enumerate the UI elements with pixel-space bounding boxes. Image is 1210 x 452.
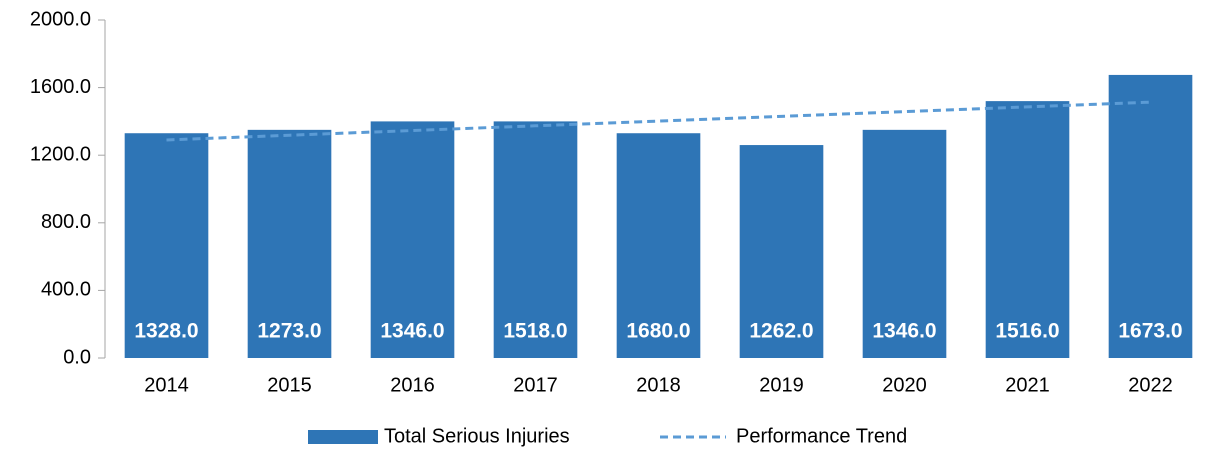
x-tick-label: 2016 — [390, 374, 435, 396]
x-tick-label: 2021 — [1005, 374, 1050, 396]
data-label: 1518.0 — [503, 320, 567, 343]
bar — [1108, 74, 1193, 359]
data-label: 1346.0 — [872, 320, 936, 343]
data-label: 1346.0 — [380, 320, 444, 343]
trend-line — [166, 100, 1151, 142]
data-label: 1273.0 — [257, 320, 321, 343]
bar — [124, 133, 209, 358]
data-label: 1680.0 — [626, 320, 690, 343]
x-tick-label: 2014 — [144, 374, 189, 396]
x-tick-label: 2019 — [759, 374, 804, 396]
data-label: 1673.0 — [1118, 320, 1182, 343]
x-tick-label: 2018 — [636, 374, 681, 396]
x-tick-label: 2015 — [267, 374, 312, 396]
y-tick-label: 0.0 — [63, 346, 91, 368]
x-tick-label: 2022 — [1128, 374, 1173, 396]
bar — [862, 129, 947, 358]
data-label: 1328.0 — [134, 320, 198, 343]
y-tick-label: 1600.0 — [30, 76, 91, 98]
x-tick-label: 2020 — [882, 374, 927, 396]
y-tick-label: 1200.0 — [30, 143, 91, 165]
y-tick-label: 2000.0 — [30, 8, 91, 30]
bar — [493, 121, 578, 359]
y-tick-label: 800.0 — [41, 211, 91, 233]
legend-label: Total Serious Injuries — [384, 425, 570, 447]
legend-label: Performance Trend — [736, 425, 907, 447]
bar — [739, 145, 824, 358]
bar — [616, 133, 701, 358]
legend-swatch — [308, 430, 378, 444]
data-label: 1516.0 — [995, 320, 1059, 343]
bar — [985, 101, 1070, 359]
bar — [370, 121, 455, 359]
data-label: 1262.0 — [749, 320, 813, 343]
x-tick-label: 2017 — [513, 374, 558, 396]
bar — [247, 129, 332, 358]
y-tick-label: 400.0 — [41, 279, 91, 301]
